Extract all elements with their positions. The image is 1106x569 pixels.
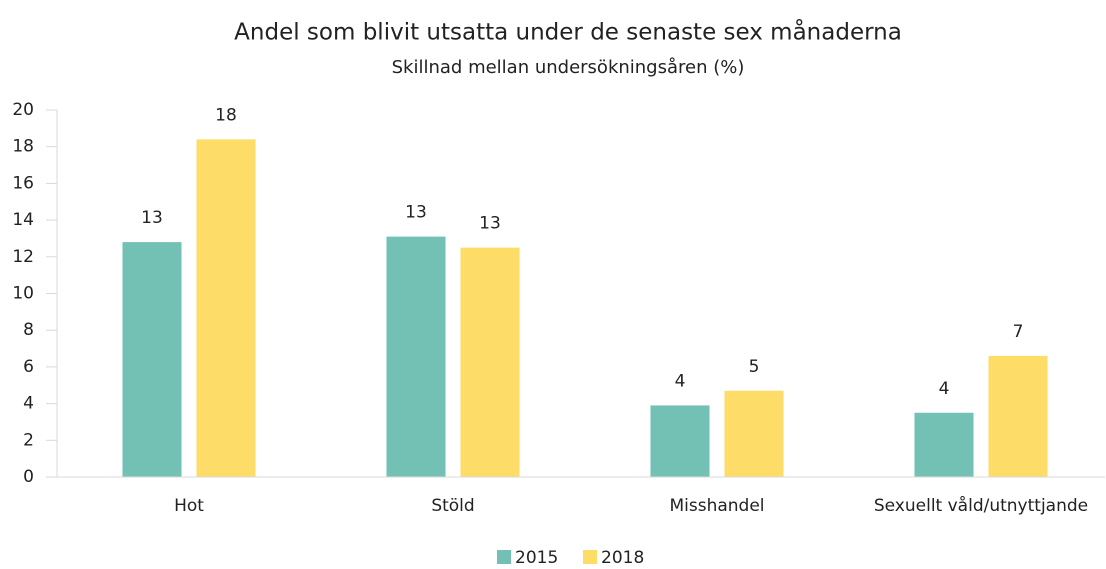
value-label: 13 (141, 208, 163, 228)
bar (386, 236, 446, 477)
value-label: 13 (405, 203, 427, 223)
value-label: 5 (749, 357, 760, 377)
legend-label: 2018 (601, 548, 644, 568)
x-tick-label: Misshandel (669, 496, 764, 516)
y-tick-label: 0 (23, 467, 34, 487)
value-label: 4 (675, 371, 686, 391)
y-tick-label: 10 (12, 284, 34, 304)
bar (988, 355, 1048, 477)
legend-label: 2015 (515, 548, 558, 568)
value-label: 18 (215, 105, 237, 125)
y-tick-label: 16 (12, 173, 34, 193)
x-tick-label: Sexuellt våld/utnyttjande (874, 495, 1088, 516)
legend-swatch (497, 550, 511, 564)
value-label: 7 (1013, 322, 1024, 342)
bar (196, 139, 256, 478)
chart-title: Andel som blivit utsatta under de senast… (234, 18, 902, 46)
bar (724, 390, 784, 477)
y-tick-label: 18 (12, 137, 34, 157)
y-tick-label: 6 (23, 357, 34, 377)
y-tick-label: 12 (12, 247, 34, 267)
y-tick-label: 20 (12, 100, 34, 120)
x-tick-label: Stöld (431, 496, 474, 516)
value-label: 4 (939, 379, 950, 399)
y-tick-label: 4 (23, 394, 34, 414)
value-label: 13 (479, 214, 501, 234)
bar (650, 405, 710, 477)
x-tick-label: Hot (174, 496, 204, 516)
legend-swatch (583, 550, 597, 564)
y-tick-label: 14 (12, 210, 34, 230)
y-tick-label: 2 (23, 430, 34, 450)
bar (914, 412, 974, 477)
bar (122, 242, 182, 477)
y-tick-label: 8 (23, 320, 34, 340)
chart-subtitle: Skillnad mellan undersökningsåren (%) (392, 57, 745, 78)
bar (460, 247, 520, 477)
